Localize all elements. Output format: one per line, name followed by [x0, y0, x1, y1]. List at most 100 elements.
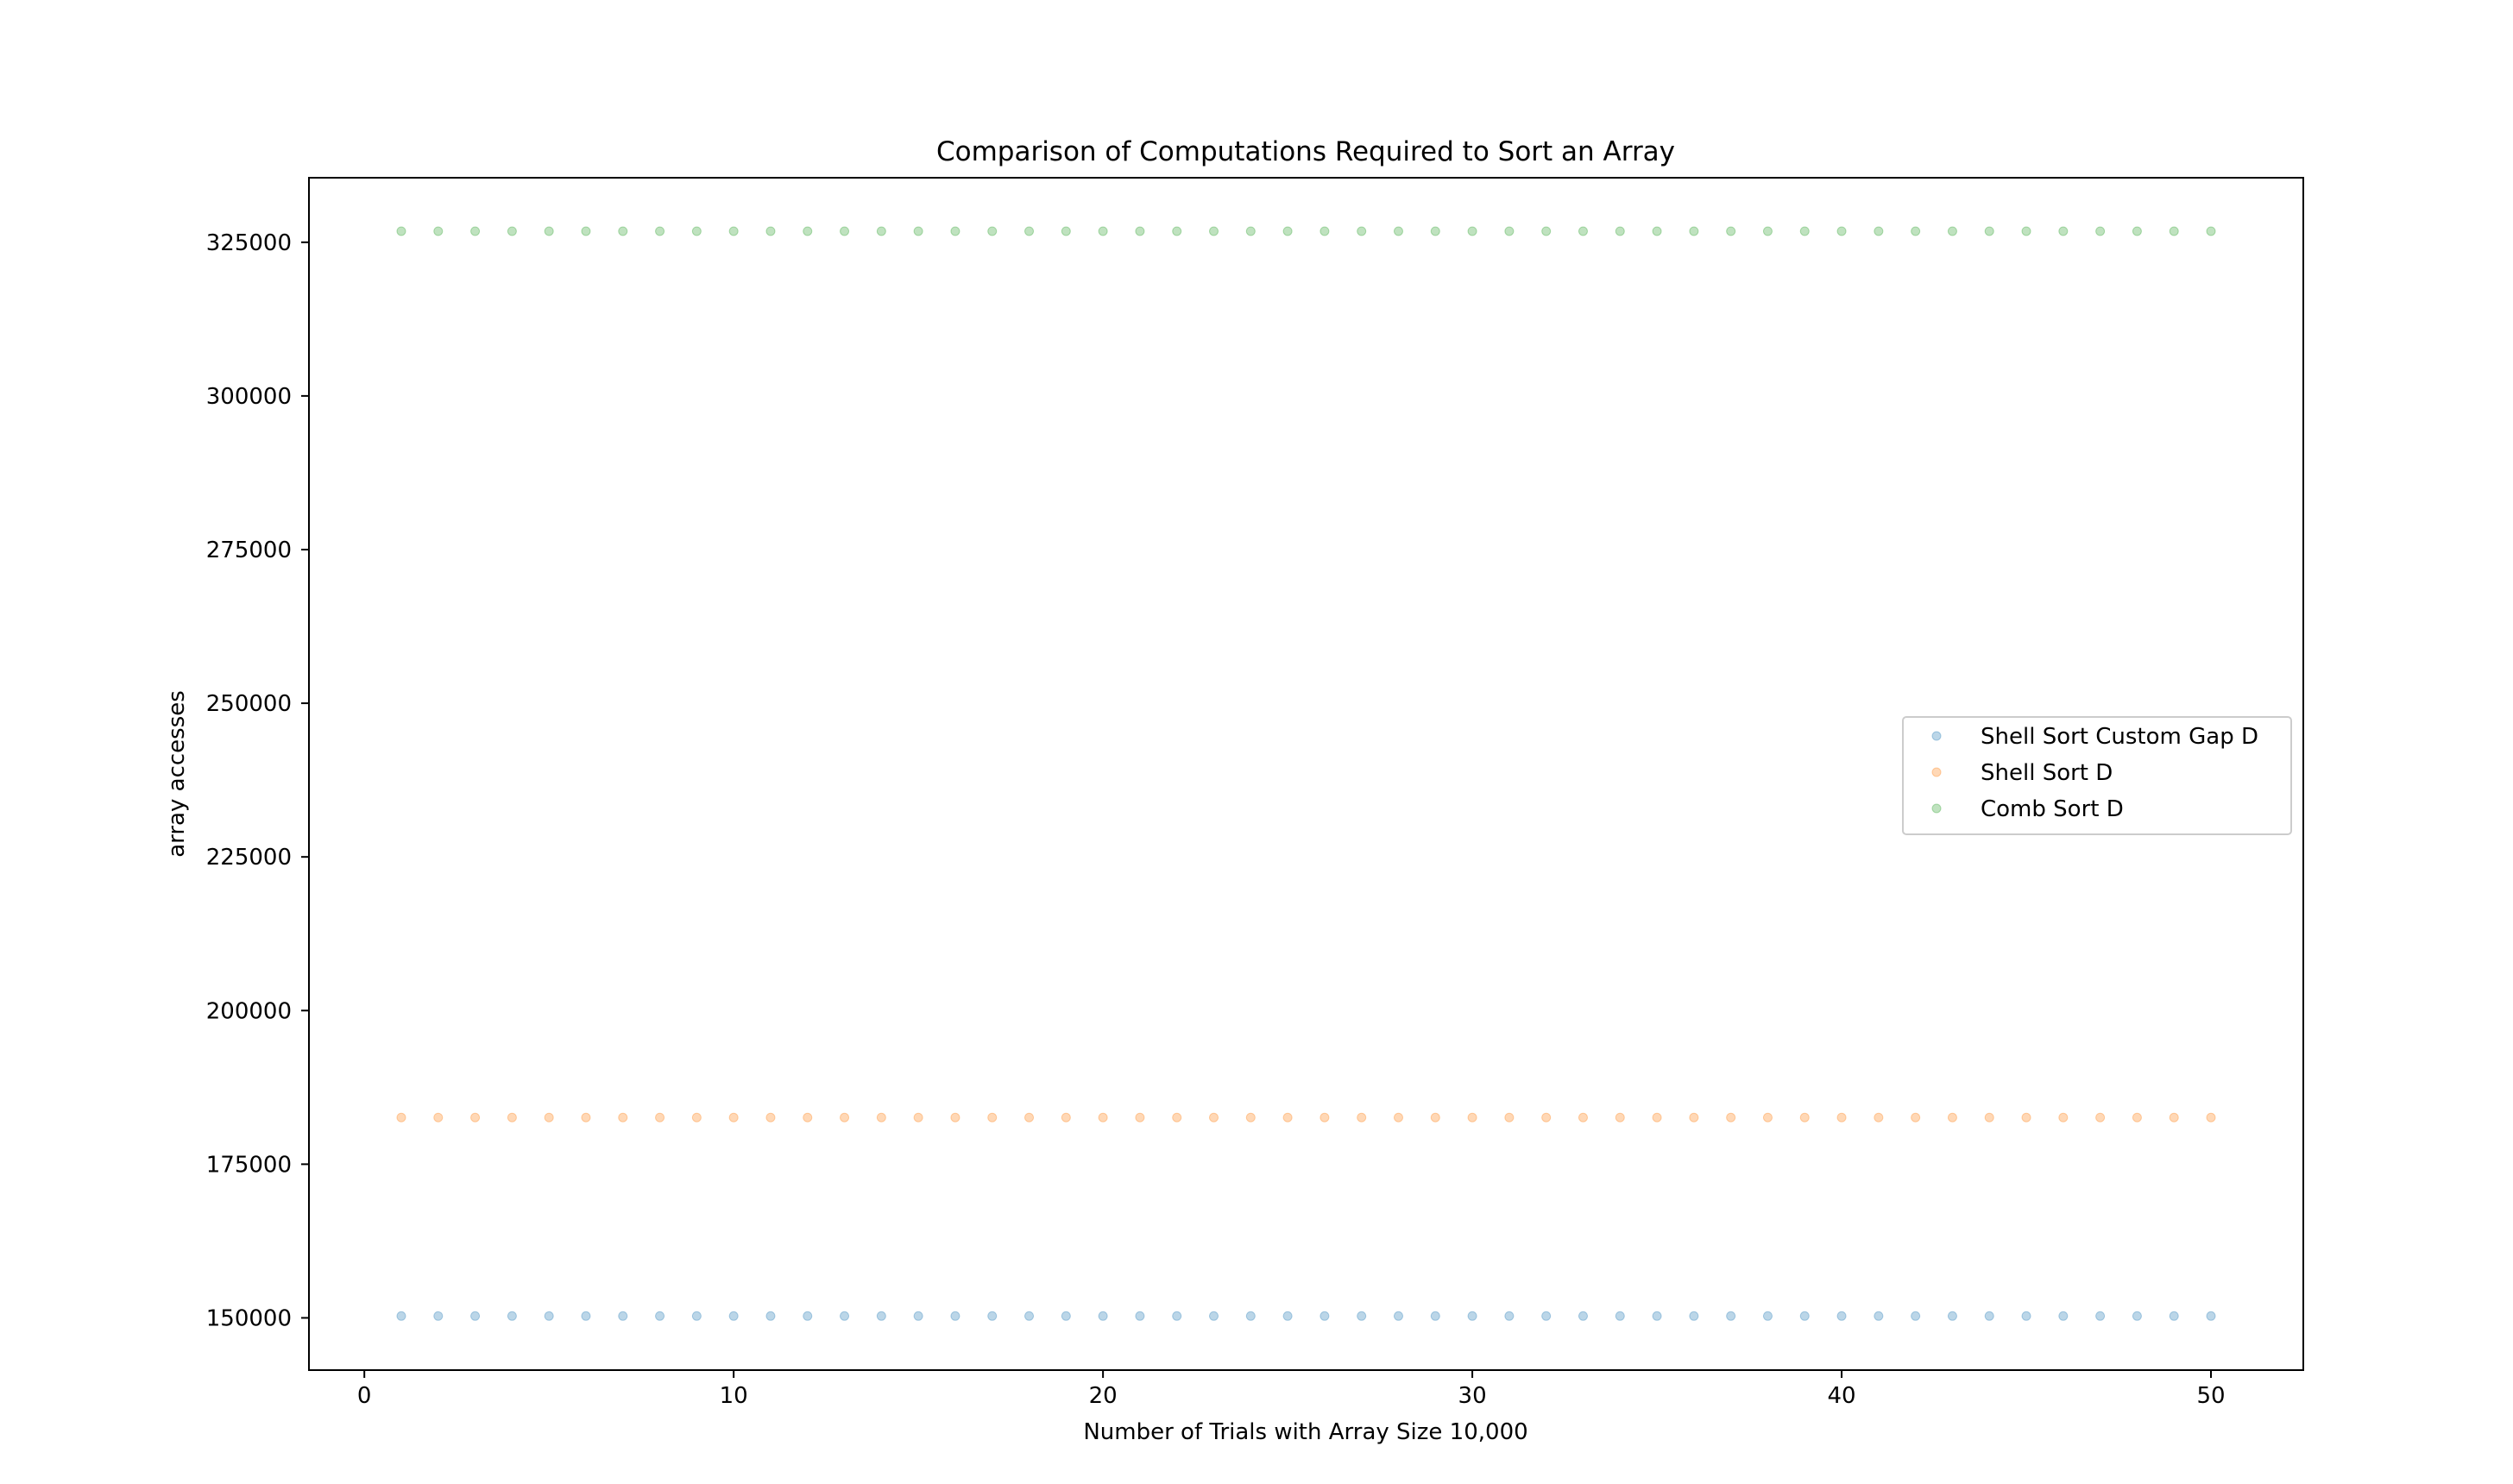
data-point — [1357, 1311, 1367, 1321]
data-point — [581, 226, 591, 236]
y-tick-label: 325000 — [206, 230, 292, 256]
data-point — [1689, 1311, 1699, 1321]
data-point — [1430, 1311, 1440, 1321]
data-point — [1430, 1112, 1440, 1122]
y-tick-label: 250000 — [206, 691, 292, 717]
data-point — [507, 226, 517, 236]
data-point — [728, 1311, 739, 1321]
data-point — [913, 1311, 923, 1321]
data-point — [987, 226, 998, 236]
data-point — [691, 1112, 702, 1122]
data-point — [1799, 1112, 1810, 1122]
data-point — [1061, 226, 1071, 236]
data-point — [1726, 226, 1736, 236]
y-tick-label: 175000 — [206, 1152, 292, 1178]
data-point — [2021, 226, 2031, 236]
data-point — [618, 226, 628, 236]
data-point — [581, 1112, 591, 1122]
data-point — [433, 1311, 444, 1321]
data-point — [1467, 1311, 1477, 1321]
data-point — [913, 226, 923, 236]
data-point — [840, 1311, 850, 1321]
data-point — [2058, 1311, 2069, 1321]
legend-items: Shell Sort Custom Gap D Shell Sort D Comb … — [1931, 724, 2258, 822]
legend-item: Shell Sort Custom Gap D — [1931, 724, 2258, 750]
data-point — [544, 1112, 554, 1122]
data-point — [1319, 1112, 1330, 1122]
data-point — [1652, 1112, 1662, 1122]
data-point — [1504, 1311, 1515, 1321]
data-point — [2169, 1112, 2179, 1122]
data-point — [1984, 226, 1994, 236]
data-point — [1836, 1112, 1847, 1122]
data-point — [1430, 226, 1440, 236]
data-point — [2169, 226, 2179, 236]
legend-item: Comb Sort D — [1931, 796, 2124, 822]
data-point — [1911, 226, 1921, 236]
data-point — [840, 1112, 850, 1122]
legend-item: Shell Sort D — [1931, 760, 2113, 786]
data-point — [1024, 1311, 1035, 1321]
data-point — [507, 1112, 517, 1122]
legend-marker — [1931, 767, 1942, 777]
data-point — [1615, 1311, 1625, 1321]
legend-label: Shell Sort D — [1981, 760, 2113, 786]
data-point — [1799, 1311, 1810, 1321]
data-point — [950, 226, 960, 236]
data-point — [2095, 1311, 2106, 1321]
y-axis-label: array accesses — [164, 690, 190, 858]
data-point — [470, 1112, 481, 1122]
data-point — [1319, 226, 1330, 236]
data-point — [1172, 226, 1182, 236]
data-point — [1911, 1112, 1921, 1122]
data-point — [765, 1311, 776, 1321]
chart-title: Comparison of Computations Required to S… — [936, 136, 1675, 167]
data-point — [1652, 1311, 1662, 1321]
data-point — [1319, 1311, 1330, 1321]
data-point — [1245, 226, 1256, 236]
series-3 — [396, 226, 2216, 236]
data-point — [1541, 1311, 1552, 1321]
data-point — [618, 1112, 628, 1122]
data-point — [2169, 1311, 2179, 1321]
data-point — [765, 226, 776, 236]
data-point — [1504, 1112, 1515, 1122]
data-point — [1245, 1112, 1256, 1122]
data-point — [691, 1311, 702, 1321]
data-point — [1578, 1112, 1588, 1122]
x-tick-label: 30 — [1458, 1383, 1487, 1409]
data-point — [1762, 226, 1773, 236]
data-point — [1282, 226, 1293, 236]
data-point — [396, 1311, 406, 1321]
data-point — [1578, 1311, 1588, 1321]
data-point — [1061, 1112, 1071, 1122]
data-point — [1209, 1311, 1219, 1321]
data-point — [655, 1112, 665, 1122]
data-point — [1874, 1311, 1884, 1321]
y-tick-label: 150000 — [206, 1305, 292, 1331]
data-point — [876, 1311, 886, 1321]
y-tick-label: 300000 — [206, 384, 292, 410]
data-point — [1541, 226, 1552, 236]
data-point — [987, 1112, 998, 1122]
data-point — [1393, 1112, 1403, 1122]
legend: Shell Sort Custom Gap D Shell Sort D Comb … — [1902, 716, 2292, 835]
data-point — [544, 1311, 554, 1321]
x-axis-label: Number of Trials with Array Size 10,000 — [1083, 1419, 1527, 1445]
data-point — [803, 1311, 813, 1321]
data-point — [840, 226, 850, 236]
x-axis-ticks: 0 10 20 30 40 50 — [357, 1370, 2226, 1409]
data-point — [2058, 226, 2069, 236]
data-point — [1393, 1311, 1403, 1321]
data-point — [655, 226, 665, 236]
data-point — [1135, 226, 1145, 236]
data-point — [1135, 1112, 1145, 1122]
data-point — [803, 1112, 813, 1122]
series-2 — [396, 1112, 2216, 1122]
data-point — [1245, 1311, 1256, 1321]
data-point — [581, 1311, 591, 1321]
data-point — [2132, 1311, 2142, 1321]
data-point — [1947, 1112, 1957, 1122]
data-point — [1504, 226, 1515, 236]
x-tick-label: 50 — [2196, 1383, 2225, 1409]
